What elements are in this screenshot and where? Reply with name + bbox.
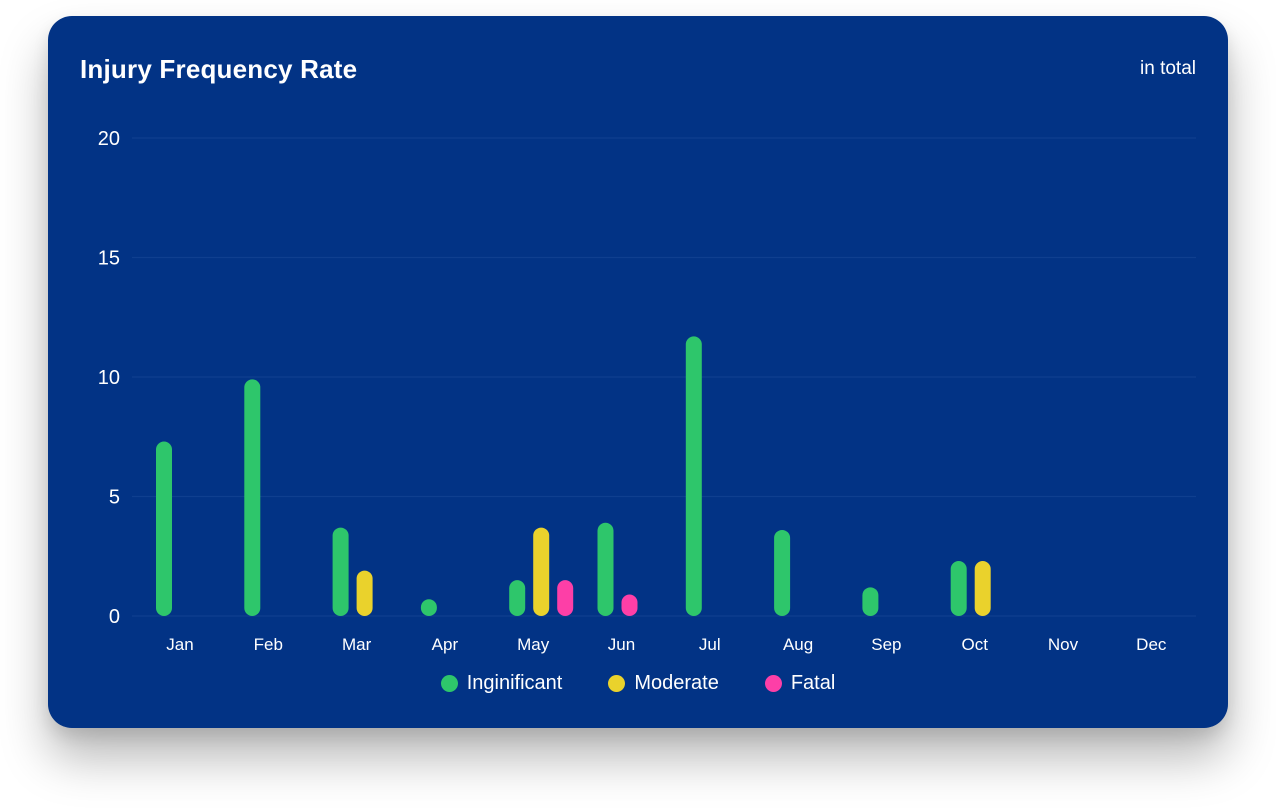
legend-item-moderate[interactable]: Moderate	[608, 671, 719, 695]
x-tick-label: Nov	[1048, 635, 1079, 654]
legend-swatch	[440, 674, 458, 692]
x-tick-label: Oct	[961, 635, 988, 654]
legend-swatch	[608, 674, 626, 692]
bar-inginificant-sep[interactable]	[862, 587, 879, 616]
chart-legend: Inginificant Moderate Fatal	[48, 671, 1228, 695]
y-tick-label: 10	[98, 367, 120, 389]
legend-item-inginificant[interactable]: Inginificant	[440, 671, 563, 695]
bar-chart: 0 5 10 15 20 Jan Feb Mar Apr May Jun Jul Aug Sep Oct N…	[98, 128, 1196, 654]
y-tick-label: 15	[98, 248, 120, 270]
bar-inginificant-oct[interactable]	[950, 561, 967, 616]
x-tick-label: Jan	[166, 635, 193, 654]
bar-inginificant-jun[interactable]	[597, 522, 614, 616]
x-tick-label: May	[517, 635, 550, 654]
y-tick-label: 0	[109, 606, 120, 628]
bar-inginificant-jul[interactable]	[685, 336, 702, 616]
chart-title: Injury Frequency Rate	[80, 54, 358, 84]
bar-fatal-may[interactable]	[557, 580, 574, 616]
y-tick-label: 20	[98, 128, 120, 150]
legend-item-fatal[interactable]: Fatal	[764, 671, 836, 695]
x-tick-label: Jul	[699, 635, 721, 654]
bar-moderate-mar[interactable]	[356, 570, 373, 616]
bar-inginificant-may[interactable]	[509, 580, 526, 616]
bar-fatal-jun[interactable]	[621, 594, 638, 616]
x-tick-label: Mar	[342, 635, 372, 654]
legend-swatch	[764, 674, 782, 692]
legend-label: Moderate	[634, 672, 719, 694]
x-tick-label: Aug	[783, 635, 813, 654]
bar-inginificant-feb[interactable]	[244, 379, 261, 616]
bar-inginificant-apr[interactable]	[420, 599, 437, 616]
legend-label: Inginificant	[466, 672, 563, 694]
bar-inginificant-jan[interactable]	[156, 441, 172, 616]
bar-moderate-oct[interactable]	[974, 561, 991, 616]
x-tick-label: Apr	[432, 635, 459, 654]
x-tick-label: Jun	[608, 635, 635, 654]
chart-card: Injury Frequency Rate in total 0 5 10 15 20 …	[48, 16, 1228, 728]
bar-moderate-may[interactable]	[533, 527, 550, 616]
y-tick-label: 5	[109, 487, 120, 509]
x-tick-label: Feb	[254, 635, 283, 654]
x-tick-label: Dec	[1136, 635, 1167, 654]
legend-label: Fatal	[790, 672, 836, 694]
x-tick-label: Sep	[871, 635, 901, 654]
bar-inginificant-aug[interactable]	[774, 529, 791, 616]
bar-inginificant-mar[interactable]	[332, 527, 349, 616]
chart-subtitle: in total	[1140, 58, 1196, 79]
